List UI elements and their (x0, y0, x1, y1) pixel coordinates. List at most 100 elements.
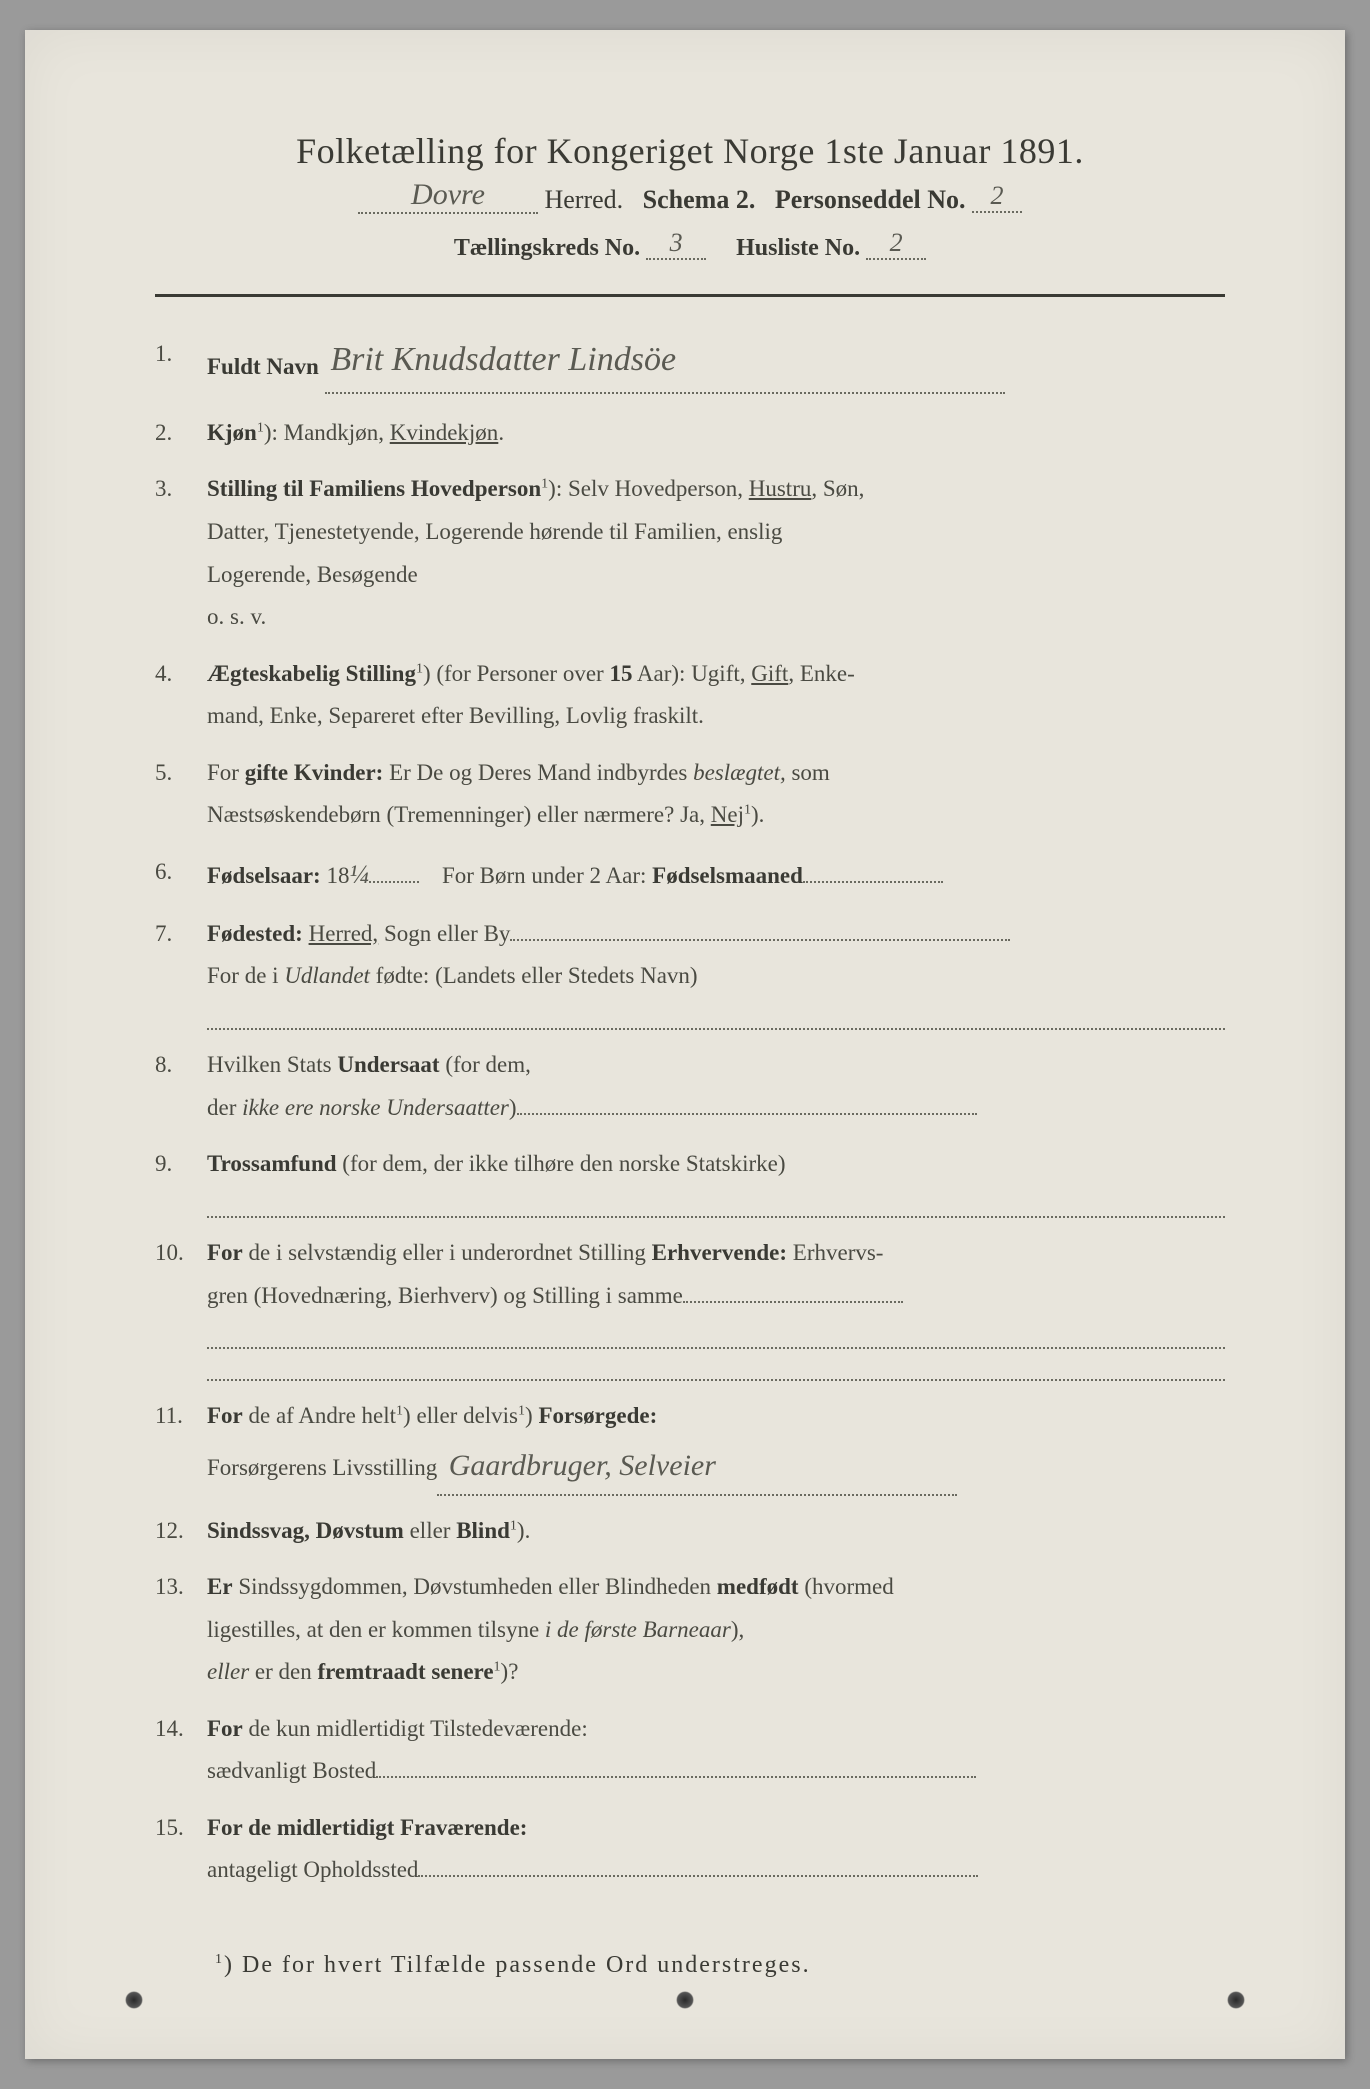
item-5-sup: 1 (744, 803, 751, 818)
item-7: 7. Fødested: Herred, Sogn eller By For d… (155, 913, 1225, 1030)
taellingskreds-label: Tællingskreds No. (454, 235, 640, 261)
item-2-sup: 1 (257, 420, 264, 435)
item-12-label: Sindssvag, Døvstum (207, 1518, 404, 1543)
item-3: 3. Stilling til Familiens Hovedperson1):… (155, 468, 1225, 638)
item-9-blank-line (207, 1186, 1225, 1218)
item-10-text1: de i selvstændig eller i underordnet Sti… (243, 1240, 652, 1265)
item-12: 12. Sindssvag, Døvstum eller Blind1). (155, 1510, 1225, 1553)
item-3-label: Stilling til Familiens Hovedperson (207, 476, 541, 501)
item-10-b1: For (207, 1240, 243, 1265)
item-13-line2b: ), (731, 1617, 744, 1642)
item-13-num: 13. (155, 1566, 207, 1694)
item-5-text1: For (207, 760, 245, 785)
item-9-label: Trossamfund (207, 1151, 337, 1176)
item-7-blank-line (207, 998, 1225, 1030)
item-4-text1: ) (for Personer over (423, 661, 609, 686)
item-2-text: ): Mandkjøn, (264, 420, 390, 445)
item-10-line2: gren (Hovednæring, Bierhverv) og Stillin… (207, 1283, 683, 1308)
item-6-year-hand: ¼ (349, 860, 369, 889)
item-14: 14. For de kun midlertidigt Tilstedevære… (155, 1708, 1225, 1793)
schema-label: Schema 2. (643, 185, 756, 214)
item-2: 2. Kjøn1): Mandkjøn, Kvindekjøn. (155, 412, 1225, 455)
item-4-num: 4. (155, 653, 207, 738)
husliste-label: Husliste No. (736, 235, 860, 261)
item-8-line2b: ) (509, 1095, 517, 1120)
item-10-num: 10. (155, 1232, 207, 1381)
footnote-sup: 1 (215, 1952, 224, 1967)
item-13-line2a: ligestilles, at den er kommen tilsyne (207, 1617, 545, 1642)
item-11-text3: ) (525, 1403, 538, 1428)
item-13-line3b: er den (249, 1659, 317, 1684)
item-5-b1: gifte Kvinder: (245, 760, 384, 785)
item-13-i2: eller (207, 1659, 249, 1684)
item-1-num: 1. (155, 333, 207, 398)
item-11-hand: Gaardbruger, Selveier (449, 1438, 716, 1494)
item-3-line3: Logerende, Besøgende (207, 562, 418, 587)
item-3-num: 3. (155, 468, 207, 638)
footnote-text: ) De for hvert Tilfælde passende Ord und… (224, 1952, 811, 1978)
item-3-u1: Hustru (749, 476, 812, 501)
item-1-label: Fuldt Navn (207, 354, 319, 379)
item-3-line2: Datter, Tjenestetyende, Logerende hørend… (207, 519, 782, 544)
form-items: 1. Fuldt Navn Brit Knudsdatter Lindsöe 2… (155, 333, 1225, 1892)
personseddel-no: 2 (991, 181, 1004, 210)
item-3-line1b: , Søn, (811, 476, 864, 501)
item-4-text3: , Enke- (788, 661, 854, 686)
item-15-line2: antageligt Opholdssted (207, 1857, 418, 1882)
item-7-line2a: For de i (207, 963, 284, 988)
item-2-label: Kjøn (207, 420, 257, 445)
item-8-text1: Hvilken Stats (207, 1052, 337, 1077)
item-7-u1: Herred, (309, 921, 379, 946)
item-5-num: 5. (155, 752, 207, 837)
item-9: 9. Trossamfund (for dem, der ikke tilhør… (155, 1143, 1225, 1218)
item-10: 10. For de i selvstændig eller i underor… (155, 1232, 1225, 1381)
item-3-line1: ): Selv Hovedperson, (548, 476, 749, 501)
item-14-line2: sædvanligt Bosted (207, 1758, 376, 1783)
item-11-sup1: 1 (396, 1404, 403, 1419)
item-13-sup: 1 (494, 1660, 501, 1675)
item-10-b2: Erhvervende: (652, 1240, 787, 1265)
item-8-i1: ikke ere norske Undersaatter (242, 1095, 509, 1120)
item-5: 5. For gifte Kvinder: Er De og Deres Man… (155, 752, 1225, 837)
item-12-text: eller (404, 1518, 456, 1543)
herred-line: Dovre Herred. Schema 2. Personseddel No.… (155, 182, 1225, 218)
punch-hole-left (125, 1991, 143, 2009)
item-12-sup: 1 (510, 1518, 517, 1533)
item-7-text1: Sogn eller By (378, 921, 510, 946)
item-2-underlined: Kvindekjøn (390, 420, 499, 445)
punch-hole-mid (676, 1991, 694, 2009)
item-5-u1: Nej (711, 802, 744, 827)
item-4-b15: 15 (609, 661, 632, 686)
item-1-handwritten-name: Brit Knudsdatter Lindsöe (330, 329, 676, 392)
item-11: 11. For de af Andre helt1) eller delvis1… (155, 1395, 1225, 1495)
item-14-b1: For (207, 1716, 243, 1741)
item-13-b3: fremtraadt senere (317, 1659, 493, 1684)
item-6-num: 6. (155, 851, 207, 899)
punch-hole-right (1227, 1991, 1245, 2009)
item-5-line2b: ). (751, 802, 764, 827)
item-4-text2: Aar): Ugift, (632, 661, 751, 686)
item-1: 1. Fuldt Navn Brit Knudsdatter Lindsöe (155, 333, 1225, 398)
herred-label: Herred. (544, 185, 623, 214)
item-11-text2: ) eller delvis (403, 1403, 518, 1428)
item-11-line2: Forsørgerens Livsstilling (207, 1455, 437, 1480)
item-12-num: 12. (155, 1510, 207, 1553)
item-15-num: 15. (155, 1807, 207, 1892)
item-4-u1: Gift (751, 661, 788, 686)
item-6-label2: Fødselsmaaned (652, 863, 803, 888)
item-4-label: Ægteskabelig Stilling (207, 661, 416, 686)
item-13-text2: (hvormed (799, 1574, 894, 1599)
item-8-num: 8. (155, 1044, 207, 1129)
item-7-label: Fødested: (207, 921, 303, 946)
item-11-b1: For (207, 1403, 243, 1428)
item-5-text3: som (786, 760, 830, 785)
item-5-text2: Er De og Deres Mand indbyrdes (383, 760, 693, 785)
item-14-num: 14. (155, 1708, 207, 1793)
item-7-num: 7. (155, 913, 207, 1030)
herred-handwritten: Dovre (411, 178, 485, 212)
personseddel-label: Personseddel No. (775, 185, 966, 214)
item-3-line4: o. s. v. (207, 604, 266, 629)
census-form-paper: Folketælling for Kongeriget Norge 1ste J… (25, 30, 1345, 2059)
item-7-i1: Udlandet (284, 963, 370, 988)
item-4-sup: 1 (416, 661, 423, 676)
